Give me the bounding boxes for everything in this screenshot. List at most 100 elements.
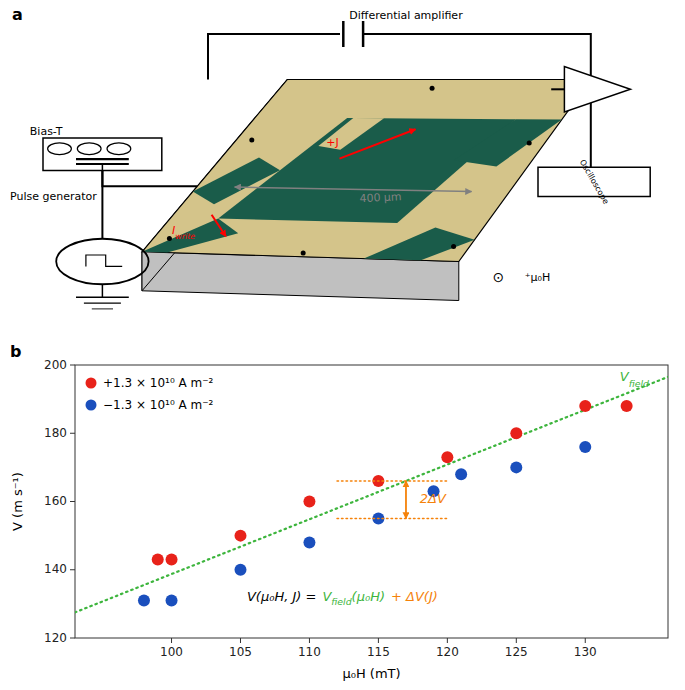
- ground: [92, 308, 113, 309]
- data-point: [510, 461, 522, 473]
- contact-pad: [451, 244, 456, 249]
- data-point: [166, 594, 178, 606]
- data-point: [303, 536, 315, 548]
- x-tick: [516, 638, 517, 643]
- panel-b: 100105110115120125130120140160180200μ₀H …: [10, 342, 668, 681]
- data-point: [166, 554, 178, 566]
- legend-entry: −1.3 × 10¹⁰ A m⁻²: [103, 398, 214, 412]
- legend-marker: [86, 378, 97, 389]
- wire: [208, 34, 340, 80]
- capacitor: [362, 21, 365, 47]
- pulse-generator: [56, 239, 148, 285]
- equation-part: + ΔV(J): [391, 589, 438, 604]
- equation-part: V(μ₀H, J) =: [247, 589, 316, 604]
- x-tick: [378, 638, 379, 643]
- diagram-label: ⁺μ₀H: [525, 271, 551, 284]
- electrode: [454, 119, 562, 166]
- data-point: [234, 530, 246, 542]
- x-tick-label: 105: [229, 645, 252, 659]
- legend-entry: +1.3 × 10¹⁰ A m⁻²: [103, 376, 214, 390]
- wire: [551, 88, 564, 90]
- chip-top: [142, 80, 591, 262]
- diagram-label: ⊙: [493, 269, 505, 285]
- capacitor: [76, 158, 129, 160]
- x-tick: [447, 638, 448, 643]
- data-point: [441, 451, 453, 463]
- x-tick: [171, 638, 172, 643]
- pulse-shape: [86, 255, 122, 266]
- panel-a: Differential amplifier Bias-T Pulse genera…: [10, 5, 650, 309]
- inductor: [77, 143, 101, 155]
- x-tick-label: 120: [436, 645, 459, 659]
- contact-pad: [301, 251, 306, 256]
- bias-t-box: [43, 138, 162, 171]
- x-tick-label: 115: [367, 645, 390, 659]
- data-point: [152, 554, 164, 566]
- diagram-label: Differential amplifier: [349, 9, 463, 22]
- data-point: [510, 427, 522, 439]
- plot-area: [75, 377, 668, 613]
- equation-part: Vfield(μ₀H): [322, 589, 385, 608]
- plot-frame: [75, 365, 668, 638]
- ground: [76, 297, 129, 299]
- write-arrow: [212, 215, 226, 237]
- diagram-label: Oscilloscope: [578, 158, 611, 206]
- level-line: [337, 480, 447, 482]
- x-tick-label: 125: [505, 645, 528, 659]
- y-tick-label: 200: [44, 358, 67, 372]
- y-tick: [70, 569, 75, 570]
- annotation: Vfield: [620, 369, 649, 389]
- capacitor: [76, 163, 129, 165]
- figure: Differential amplifier Bias-T Pulse genera…: [0, 0, 685, 690]
- x-tick-label: 100: [160, 645, 183, 659]
- y-tick-label: 120: [44, 631, 67, 645]
- diagram-label: Bias-T: [30, 125, 63, 138]
- contact-pad: [249, 137, 254, 142]
- field-line: [75, 377, 668, 613]
- y-tick: [70, 501, 75, 502]
- difference-arrow: [405, 481, 407, 519]
- diagram-label: 400 μm: [359, 190, 402, 205]
- data-point: [455, 468, 467, 480]
- ground: [84, 303, 121, 304]
- data-point: [621, 400, 633, 412]
- y-tick: [70, 365, 75, 366]
- current-arrow: [339, 129, 415, 158]
- wire: [101, 171, 103, 239]
- y-tick: [70, 638, 75, 639]
- y-tick-label: 140: [44, 562, 67, 576]
- legend-marker: [86, 400, 97, 411]
- amplifier: [564, 67, 630, 113]
- electrode: [142, 219, 238, 253]
- data-point: [303, 496, 315, 508]
- y-tick-label: 180: [44, 426, 67, 440]
- data-point: [579, 400, 591, 412]
- annotation: 2ΔV: [420, 491, 447, 506]
- contact-pad: [430, 86, 435, 91]
- panel-label: a: [12, 5, 23, 24]
- ground: [102, 284, 104, 297]
- wire: [363, 34, 591, 177]
- diagram-label: Pulse generator: [10, 190, 97, 203]
- diagram-label: +J: [326, 136, 338, 149]
- y-tick-label: 160: [44, 494, 67, 508]
- y-tick: [70, 433, 75, 434]
- data-point: [234, 564, 246, 576]
- capacitor: [342, 21, 345, 47]
- data-point: [579, 441, 591, 453]
- x-axis-label: μ₀H (mT): [342, 666, 400, 681]
- y-axis-label: V (m s⁻¹): [10, 472, 25, 531]
- level-line: [337, 518, 447, 520]
- contact-pad: [527, 141, 532, 146]
- x-tick: [585, 638, 586, 643]
- x-tick: [309, 638, 310, 643]
- inductor: [48, 143, 72, 155]
- scale-arrow: [235, 187, 472, 192]
- inductor: [107, 143, 131, 155]
- electrode: [364, 228, 475, 261]
- electrode: [193, 158, 280, 205]
- diagram-label: Iwrite: [172, 224, 195, 241]
- x-tick: [240, 638, 241, 643]
- x-tick-label: 110: [298, 645, 321, 659]
- data-point: [138, 594, 150, 606]
